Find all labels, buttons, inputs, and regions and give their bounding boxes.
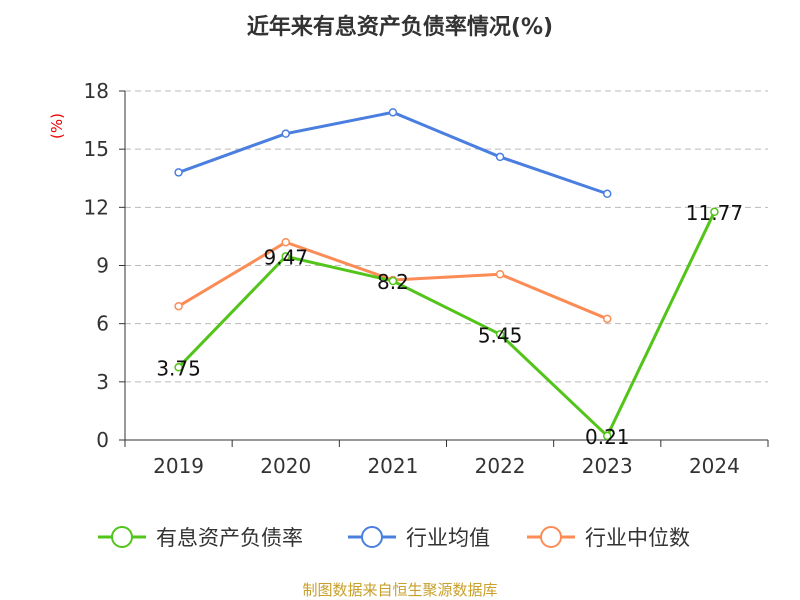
series-line	[178, 110, 608, 196]
data-point	[603, 431, 612, 441]
y-axis-label: (%)	[48, 113, 66, 139]
x-tick-label: 2019	[153, 454, 204, 478]
data-point	[495, 269, 505, 279]
legend-marker-icon	[540, 526, 562, 548]
data-point	[174, 168, 183, 177]
data-point	[603, 314, 612, 324]
data-label: 9.47	[263, 245, 308, 269]
legend-label: 行业均值	[406, 526, 490, 550]
legend-label: 行业中位数	[585, 526, 690, 550]
data-point	[174, 301, 183, 311]
data-point	[388, 276, 398, 286]
data-label: 11.77	[686, 201, 743, 225]
x-tick-label: 2022	[475, 454, 526, 478]
x-tick-label: 2020	[260, 454, 311, 478]
legend-label: 有息资产负债率	[156, 526, 303, 550]
y-tick-label: 3	[96, 370, 109, 394]
data-point	[281, 129, 290, 138]
data-point	[495, 330, 505, 339]
data-point	[603, 189, 612, 199]
y-tick-label: 18	[84, 79, 109, 103]
x-tick-label: 2024	[689, 454, 740, 478]
data-label: 3.75	[156, 356, 201, 380]
data-point	[710, 207, 719, 217]
data-point	[495, 152, 505, 162]
y-tick-label: 12	[84, 195, 109, 219]
series-line	[177, 211, 716, 439]
y-tick-label: 0	[96, 428, 109, 452]
y-tick-label: 9	[96, 254, 109, 278]
data-point	[281, 237, 290, 247]
source-note: 制图数据来自恒生聚源数据库	[302, 581, 497, 599]
x-tick-label: 2023	[582, 454, 633, 478]
data-point	[174, 363, 183, 372]
chart-title: 近年来有息资产负债率情况(%)	[247, 14, 553, 40]
data-point	[281, 252, 290, 261]
data-point	[388, 108, 398, 117]
x-tick-label: 2021	[367, 454, 418, 478]
data-label: 5.45	[478, 323, 523, 347]
y-tick-label: 6	[96, 312, 109, 336]
data-label: 0.21	[585, 425, 630, 449]
data-label: 8.2	[377, 270, 409, 294]
legend-marker-icon	[361, 526, 383, 548]
y-tick-label: 15	[84, 137, 109, 161]
legend-marker-icon	[111, 526, 133, 548]
